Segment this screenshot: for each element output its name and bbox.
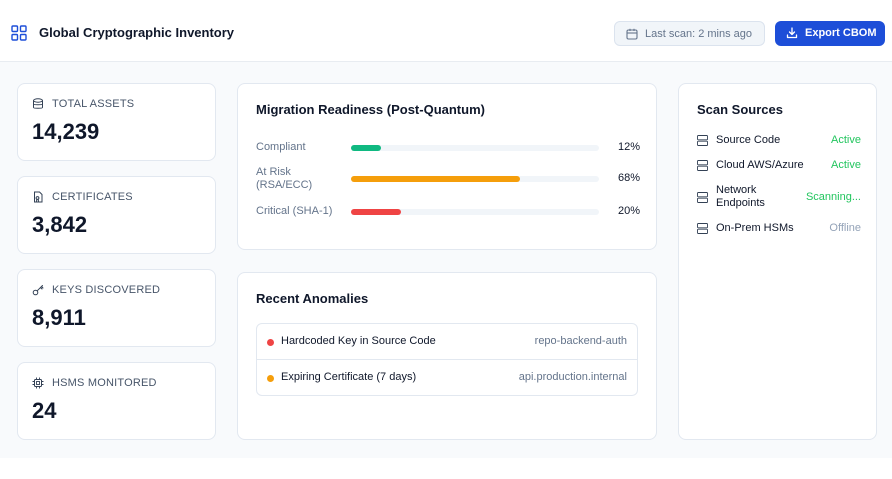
export-cbom-button[interactable]: Export CBOM [775, 21, 885, 46]
certificate-icon [34, 191, 43, 203]
anomaly-source: api.production.internal [518, 371, 627, 383]
scan-source-item[interactable]: On-Prem HSMs Offline [697, 222, 861, 236]
migration-percent: 68% [617, 172, 640, 184]
scan-source-name-line: Endpoints [716, 197, 765, 209]
server-icon [697, 223, 708, 234]
scan-source-name: Cloud AWS/Azure [716, 159, 804, 171]
stat-value: 24 [32, 398, 57, 423]
anomaly-list: Hardcoded Key in Source Code repo-backen… [256, 323, 638, 396]
migration-readiness-title: Migration Readiness (Post-Quantum) [256, 102, 485, 117]
progress-fill [351, 145, 381, 151]
scan-source-name: On-Prem HSMs [716, 222, 794, 234]
progress-fill [351, 176, 520, 182]
severity-dot [267, 339, 274, 346]
stat-value: 8,911 [32, 305, 86, 330]
migration-label-line: (RSA/ECC) [256, 179, 313, 191]
server-icon [697, 192, 708, 203]
chip-icon [32, 377, 44, 389]
last-scan-badge: Last scan: 2 mins ago [614, 21, 765, 46]
stat-label: HSMS MONITORED [52, 377, 157, 389]
dashboard-content: TOTAL ASSETS 14,239 CERTIFICATES 3,842 K… [0, 62, 892, 458]
stat-card-total-assets: TOTAL ASSETS 14,239 [17, 83, 216, 161]
download-icon [786, 27, 798, 39]
scan-sources-title: Scan Sources [697, 102, 783, 117]
top-bar: Global Cryptographic Inventory Last scan… [0, 0, 892, 62]
server-icon [697, 135, 708, 146]
severity-dot [267, 375, 274, 382]
stat-value: 3,842 [32, 212, 88, 237]
stat-label: TOTAL ASSETS [52, 98, 135, 110]
stat-label: KEYS DISCOVERED [52, 284, 161, 296]
scan-source-item[interactable]: Network Endpoints Scanning... [697, 184, 861, 212]
migration-label: At Risk (RSA/ECC) [256, 166, 312, 192]
migration-percent: 20% [617, 205, 640, 217]
anomaly-title: Hardcoded Key in Source Code [281, 335, 436, 347]
migration-row-at-risk: At Risk (RSA/ECC) 68% [256, 166, 640, 196]
progress-track [351, 145, 599, 151]
migration-percent: 12% [617, 141, 640, 153]
scan-source-status: Scanning... [805, 191, 861, 203]
anomaly-title: Expiring Certificate (7 days) [281, 371, 417, 383]
database-icon [33, 98, 43, 109]
migration-readiness-card: Migration Readiness (Post-Quantum) Compl… [237, 83, 657, 250]
recent-anomalies-title: Recent Anomalies [256, 291, 369, 306]
scan-source-name: Network Endpoints [716, 184, 765, 210]
dashboard-grid-icon [11, 25, 27, 41]
migration-label: Critical (SHA-1) [256, 205, 333, 217]
progress-track [351, 176, 599, 182]
migration-row-compliant: Compliant 12% [256, 141, 640, 171]
scan-sources-card: Scan Sources Source Code Active Cloud AW… [678, 83, 877, 440]
page-title: Global Cryptographic Inventory [39, 25, 235, 40]
stat-label: CERTIFICATES [52, 191, 133, 203]
scan-source-name-line: Network [716, 184, 757, 196]
scan-source-item[interactable]: Cloud AWS/Azure Active [697, 159, 861, 173]
last-scan-text: Last scan: 2 mins ago [645, 28, 753, 40]
scan-source-status: Offline [829, 222, 861, 234]
scan-source-status: Active [831, 159, 861, 171]
stat-card-hsms-monitored: HSMS MONITORED 24 [17, 362, 216, 440]
calendar-icon [626, 28, 638, 40]
migration-label-line: At Risk [256, 166, 291, 178]
anomaly-item[interactable]: Hardcoded Key in Source Code repo-backen… [257, 324, 637, 360]
progress-track [351, 209, 599, 215]
scan-source-item[interactable]: Source Code Active [697, 134, 861, 148]
migration-label: Compliant [256, 141, 306, 153]
stat-card-certificates: CERTIFICATES 3,842 [17, 176, 216, 254]
scan-source-status: Active [831, 134, 861, 146]
stat-card-keys-discovered: KEYS DISCOVERED 8,911 [17, 269, 216, 347]
recent-anomalies-card: Recent Anomalies Hardcoded Key in Source… [237, 272, 657, 440]
progress-fill [351, 209, 401, 215]
anomaly-item[interactable]: Expiring Certificate (7 days) api.produc… [257, 360, 637, 396]
key-icon [32, 285, 44, 296]
scan-source-name: Source Code [716, 134, 781, 146]
export-cbom-label: Export CBOM [805, 27, 877, 39]
migration-row-critical: Critical (SHA-1) 20% [256, 205, 640, 235]
stat-value: 14,239 [32, 119, 100, 144]
server-icon [697, 160, 708, 171]
anomaly-source: repo-backend-auth [534, 335, 627, 347]
